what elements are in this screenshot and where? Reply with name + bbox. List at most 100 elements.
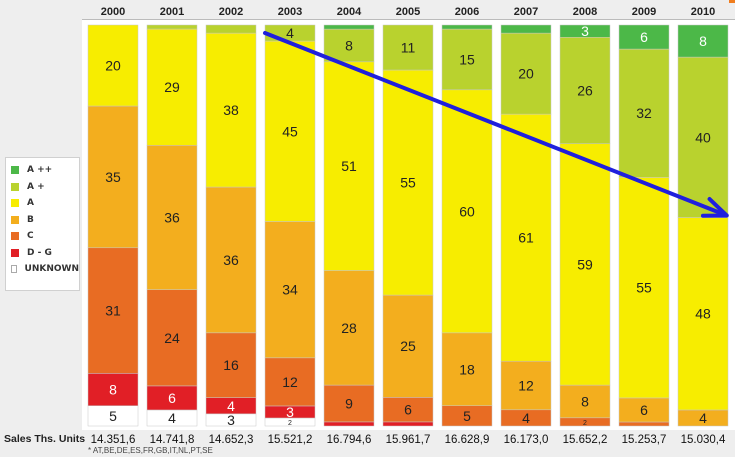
data-label: 45 xyxy=(282,123,298,139)
legend-item: D - G xyxy=(11,245,79,262)
data-label: 61 xyxy=(518,230,534,246)
bar-segment xyxy=(382,294,434,398)
data-label: 11 xyxy=(401,40,416,56)
bar-segment xyxy=(323,24,375,30)
x-tick-label: 2009 xyxy=(632,6,656,18)
data-label: 51 xyxy=(341,158,357,174)
sales-value: 15.253,7 xyxy=(622,434,667,446)
x-tick-label: 2001 xyxy=(160,6,184,18)
data-label: 29 xyxy=(164,79,180,95)
sales-value: 14.351,6 xyxy=(91,434,136,446)
legend-swatch xyxy=(11,248,19,257)
bar-segment xyxy=(559,384,611,419)
bar-segment xyxy=(441,332,493,406)
bar-segment xyxy=(264,221,316,359)
bar-segment xyxy=(382,421,434,427)
trend-arrow-line xyxy=(263,31,725,216)
legend-item: B xyxy=(11,212,79,229)
bar-segment xyxy=(264,357,316,407)
legend-label: C xyxy=(27,231,34,242)
bar-segment xyxy=(205,32,257,188)
bar-segment xyxy=(146,145,198,290)
data-label: 8 xyxy=(109,382,117,398)
bar-segment xyxy=(559,24,611,38)
bar-segment xyxy=(264,40,316,222)
data-label: 36 xyxy=(164,209,180,225)
bar-segment xyxy=(87,105,139,249)
legend-item: UNKNOWN xyxy=(11,261,79,278)
bar-segment xyxy=(382,397,434,423)
bar-segment xyxy=(382,69,434,296)
data-label: 3 xyxy=(227,412,235,428)
data-label: 59 xyxy=(577,256,593,272)
data-label: 40 xyxy=(695,129,711,145)
x-tick-label: 2006 xyxy=(455,6,479,18)
data-label: 16 xyxy=(223,357,239,373)
data-label: 2 xyxy=(583,420,587,427)
bar-segment xyxy=(87,247,139,374)
data-label: 4 xyxy=(522,410,530,426)
bar-segment xyxy=(677,56,729,218)
data-label: 3 xyxy=(286,404,294,420)
sales-value: 14.741,8 xyxy=(150,434,195,446)
bar-segment xyxy=(441,89,493,334)
bar-segment xyxy=(146,28,198,146)
sales-value: 14.652,3 xyxy=(209,434,254,446)
data-label: 28 xyxy=(341,320,357,336)
legend-label: A xyxy=(27,198,34,209)
data-label: 38 xyxy=(223,102,239,118)
bar-segment xyxy=(559,143,611,386)
legend-item: A + xyxy=(11,179,79,196)
data-label: 6 xyxy=(640,29,648,45)
data-label: 6 xyxy=(168,390,176,406)
bar-segment xyxy=(205,186,257,334)
bar-segment xyxy=(146,385,198,411)
bar-segment xyxy=(323,384,375,423)
bar-segment xyxy=(382,24,434,71)
data-label: 48 xyxy=(695,306,711,322)
x-tick-label: 2007 xyxy=(514,6,538,18)
legend-swatch xyxy=(11,232,19,241)
data-label: 60 xyxy=(459,203,475,219)
bar-segment xyxy=(618,177,670,399)
bar-segment xyxy=(323,270,375,386)
sales-value: 16.173,0 xyxy=(504,434,549,446)
legend-item: A ++ xyxy=(11,162,79,179)
bar-segment xyxy=(323,28,375,63)
trend-arrow-head xyxy=(700,197,729,218)
x-tick-label: 2002 xyxy=(219,6,243,18)
footnote: * AT,BE,DE,ES,FR,GB,IT,NL,PT,SE xyxy=(88,446,213,455)
data-label: 55 xyxy=(636,280,652,296)
legend-swatch xyxy=(11,215,19,224)
year-header-bg xyxy=(0,0,735,20)
data-label: 36 xyxy=(223,252,239,268)
data-label: 4 xyxy=(227,398,235,414)
bar-segment xyxy=(323,61,375,271)
legend-label: UNKNOWN xyxy=(24,264,79,275)
bar-segment xyxy=(559,37,611,144)
data-label: 20 xyxy=(105,58,121,74)
x-tick-label: 2004 xyxy=(337,6,362,18)
data-label: 9 xyxy=(345,395,353,411)
sales-value: 16.628,9 xyxy=(445,434,490,446)
data-label: 34 xyxy=(282,282,298,298)
bar-segment xyxy=(205,24,257,34)
data-label: 6 xyxy=(640,402,648,418)
data-label: 20 xyxy=(518,66,534,82)
bar-segment xyxy=(323,421,375,427)
sales-value: 15.521,2 xyxy=(268,434,313,446)
legend-swatch xyxy=(11,199,19,208)
legend-label: B xyxy=(27,214,34,225)
bar-segment xyxy=(441,24,493,30)
bar-segment xyxy=(618,421,670,427)
data-label: 5 xyxy=(109,408,117,424)
legend-label: A ++ xyxy=(27,165,53,176)
data-label: 26 xyxy=(577,82,593,98)
x-tick-label: 2010 xyxy=(691,6,715,18)
bar-segment xyxy=(146,24,198,30)
bar-segment xyxy=(618,24,670,50)
x-tick-label: 2008 xyxy=(573,6,597,18)
data-label: 8 xyxy=(581,393,589,409)
legend: A ++ A + A B C D - G UNKNOWN xyxy=(5,157,80,291)
